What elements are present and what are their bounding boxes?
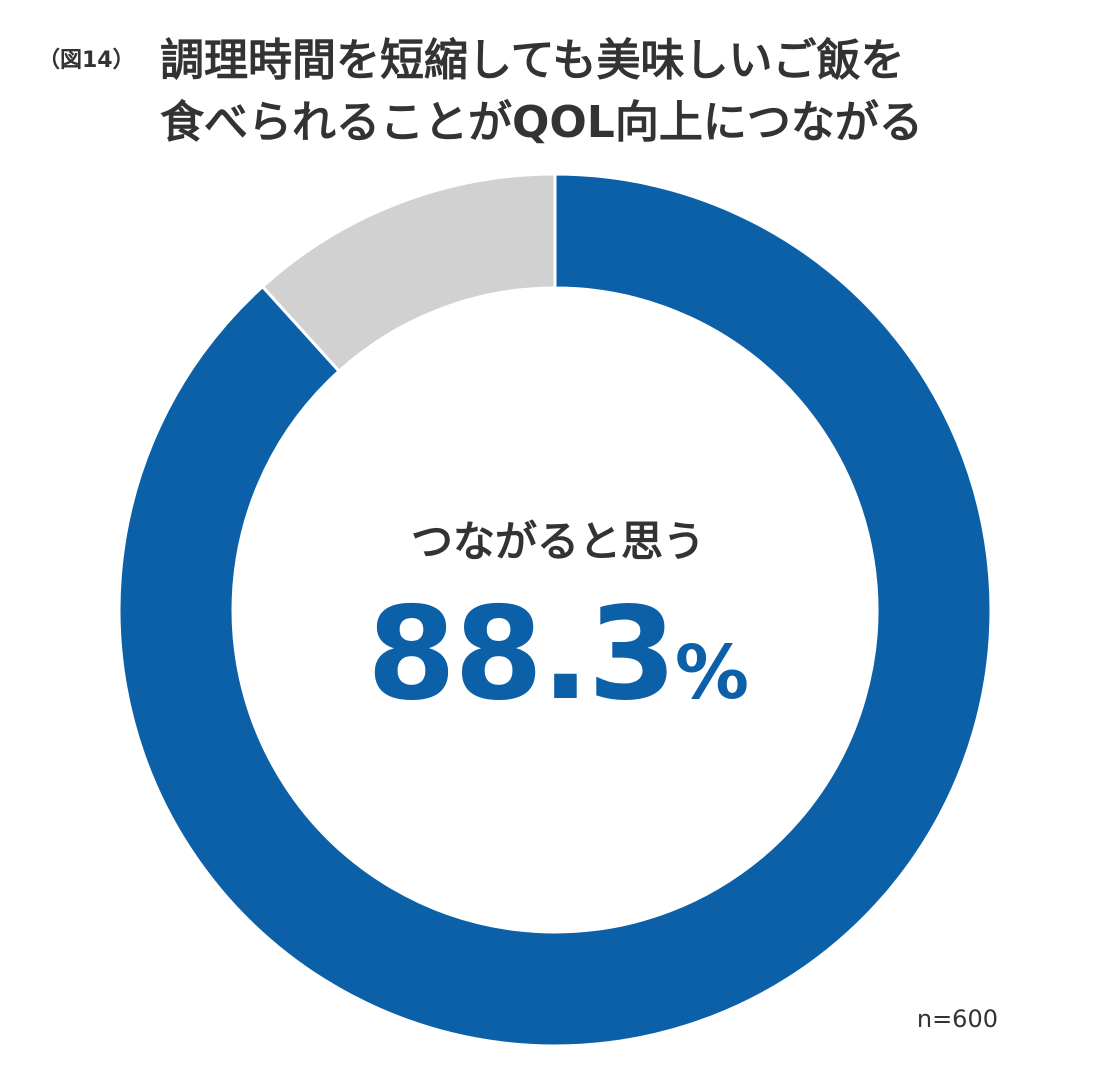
- figure-label: （図14）: [38, 48, 135, 73]
- center-value-number: 88.3: [367, 580, 677, 729]
- chart-title: 調理時間を短縮しても美味しいご飯を 食べられることがQOL向上につながる: [160, 30, 1100, 154]
- donut-slice-agree: [117, 172, 993, 1048]
- center-percentage: 88.3%: [258, 580, 858, 729]
- chart-title-line-1: 調理時間を短縮しても美味しいご飯を: [160, 35, 905, 86]
- chart-title-line-2: 食べられることがQOL向上につながる: [160, 97, 923, 148]
- center-category-label: つながると思う: [410, 517, 705, 566]
- donut-slice-other: [260, 172, 557, 374]
- sample-size-note: n=600: [916, 1005, 998, 1033]
- center-value-unit: %: [674, 630, 749, 716]
